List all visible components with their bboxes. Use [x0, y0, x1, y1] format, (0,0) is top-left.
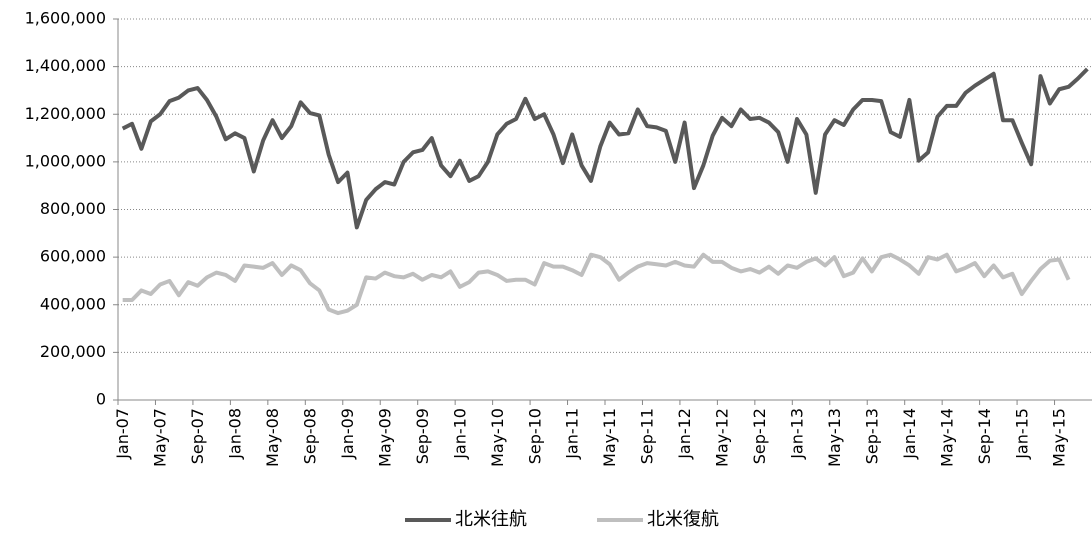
x-tick-label: Jan-13 [787, 408, 806, 460]
x-tick-label: Sep-13 [862, 408, 881, 464]
x-tick-label: Jan-10 [450, 408, 469, 460]
x-tick-label: Sep-07 [188, 408, 207, 464]
y-tick-label: 1,600,000 [25, 9, 106, 28]
x-tick-label: May-10 [488, 408, 507, 467]
x-tick-label: May-08 [263, 408, 282, 467]
y-tick-label: 1,000,000 [25, 151, 106, 170]
x-tick-label: Jan-15 [1012, 408, 1031, 460]
x-tick-label: Jan-08 [226, 408, 245, 460]
y-tick-label: 800,000 [40, 199, 106, 218]
x-tick-label: Sep-09 [413, 408, 432, 464]
x-tick-label: May-07 [151, 408, 170, 467]
y-tick-label: 1,400,000 [25, 56, 106, 75]
x-tick-label: May-09 [375, 408, 394, 467]
y-tick-label: 200,000 [40, 342, 106, 361]
legend-label: 北米往航 [455, 509, 527, 530]
y-tick-label: 0 [96, 390, 106, 409]
legend-label: 北米復航 [647, 509, 719, 530]
y-tick-label: 400,000 [40, 294, 106, 313]
x-tick-label: Jan-14 [900, 408, 919, 460]
y-tick-label: 600,000 [40, 247, 106, 266]
x-tick-label: Sep-12 [750, 408, 769, 464]
x-tick-label: May-12 [713, 408, 732, 467]
series-line [121, 67, 1089, 230]
y-tick-label: 1,200,000 [25, 104, 106, 123]
x-tick-label: Sep-08 [300, 408, 319, 464]
x-tick-label: May-11 [600, 408, 619, 467]
x-tick-label: May-13 [825, 408, 844, 467]
x-tick-label: Sep-14 [975, 408, 994, 464]
series-line [122, 252, 1071, 316]
x-tick-label: Jan-09 [338, 408, 357, 460]
x-tick-label: Jan-12 [675, 408, 694, 460]
x-tick-label: May-15 [1050, 408, 1069, 467]
x-tick-label: May-14 [937, 408, 956, 467]
x-tick-label: Sep-10 [525, 408, 544, 464]
x-tick-label: Sep-11 [638, 408, 657, 464]
x-tick-label: Jan-07 [113, 408, 132, 460]
x-tick-label: Jan-11 [563, 408, 582, 460]
